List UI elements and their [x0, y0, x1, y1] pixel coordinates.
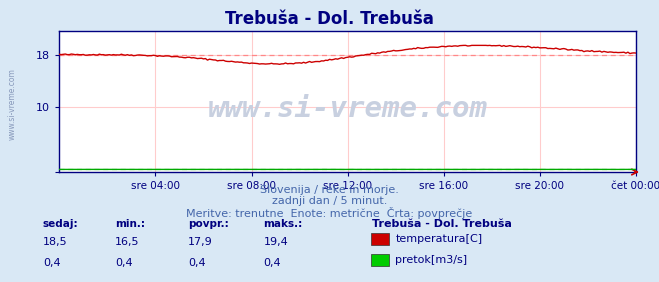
- Text: povpr.:: povpr.:: [188, 219, 229, 229]
- Text: 18,5: 18,5: [43, 237, 67, 247]
- Text: www.si-vreme.com: www.si-vreme.com: [8, 69, 17, 140]
- Text: Meritve: trenutne  Enote: metrične  Črta: povprečje: Meritve: trenutne Enote: metrične Črta: …: [186, 207, 473, 219]
- Text: www.si-vreme.com: www.si-vreme.com: [208, 94, 488, 123]
- Text: Trebuša - Dol. Trebuša: Trebuša - Dol. Trebuša: [372, 219, 512, 229]
- Text: 16,5: 16,5: [115, 237, 140, 247]
- Text: Trebuša - Dol. Trebuša: Trebuša - Dol. Trebuša: [225, 10, 434, 28]
- Text: Slovenija / reke in morje.: Slovenija / reke in morje.: [260, 185, 399, 195]
- Text: zadnji dan / 5 minut.: zadnji dan / 5 minut.: [272, 196, 387, 206]
- Text: temperatura[C]: temperatura[C]: [395, 234, 482, 244]
- Text: 19,4: 19,4: [264, 237, 289, 247]
- Text: maks.:: maks.:: [264, 219, 303, 229]
- Text: 0,4: 0,4: [43, 259, 61, 268]
- Text: sedaj:: sedaj:: [43, 219, 78, 229]
- Text: min.:: min.:: [115, 219, 146, 229]
- Text: pretok[m3/s]: pretok[m3/s]: [395, 255, 467, 265]
- Text: 0,4: 0,4: [188, 259, 206, 268]
- Text: 17,9: 17,9: [188, 237, 213, 247]
- Text: 0,4: 0,4: [115, 259, 133, 268]
- Text: 0,4: 0,4: [264, 259, 281, 268]
